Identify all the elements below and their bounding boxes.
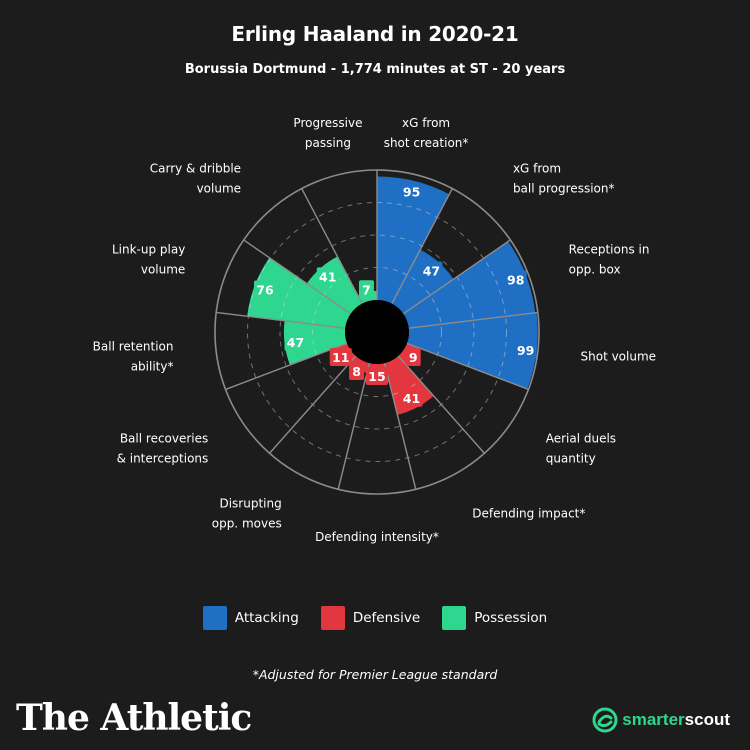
wedge-1 [377, 176, 450, 304]
value-badge-10 [284, 332, 307, 351]
value-label-7: 15 [368, 369, 385, 384]
category-label-13-line-1: Progressive [293, 116, 362, 130]
category-label-10-line-2: ability* [131, 360, 174, 374]
value-badge-12 [316, 267, 339, 286]
value-label-11: 76 [256, 283, 274, 298]
partner-name-smart: smarter [622, 710, 685, 729]
category-label-11-line-1: Link-up play [112, 242, 185, 256]
wedge-4 [406, 312, 538, 389]
value-label-6: 41 [403, 391, 420, 406]
wedge-10 [283, 320, 348, 366]
spoke-8 [337, 362, 371, 490]
chart-title: Erling Haaland in 2020-21 [231, 22, 519, 46]
category-label-3-line-1: Receptions in [569, 242, 650, 256]
legend-label-possession: Possession [474, 610, 548, 626]
value-badge-8 [349, 361, 365, 380]
value-badge-11 [253, 280, 276, 299]
legend-item-attacking: Attacking [202, 606, 299, 630]
value-label-12: 41 [319, 269, 336, 284]
category-label-5-line-1: Aerial duels [546, 431, 616, 445]
legend-item-possession: Possession [442, 606, 547, 630]
category-label-9-line-2: & interceptions [117, 451, 209, 465]
category-label-12-line-2: volume [197, 182, 241, 196]
category-label-2-line-2: ball progression* [513, 182, 615, 196]
smarterscout-icon [592, 707, 618, 733]
legend-swatch-attacking [202, 606, 227, 630]
legend-label-defensive: Defensive [352, 610, 421, 626]
spoke-11 [216, 311, 346, 329]
partner-name-scout: scout [684, 710, 730, 729]
value-label-9: 11 [332, 350, 349, 365]
legend-swatch-defensive [320, 606, 345, 630]
value-label-13: 7 [362, 282, 371, 297]
category-label-4-line-1: Shot volume [581, 350, 657, 364]
value-label-4: 99 [517, 343, 534, 358]
value-badge-6 [400, 388, 423, 407]
value-badge-7 [366, 367, 388, 385]
category-label-12-line-1: Carry & dribble [150, 162, 241, 176]
spoke-12 [243, 239, 352, 315]
value-label-5: 9 [409, 350, 418, 365]
spoke-13 [301, 188, 363, 304]
value-badge-1 [400, 182, 423, 201]
category-label-6-line-1: Defending impact* [472, 507, 585, 521]
spoke-7 [383, 362, 417, 490]
legend-swatch-possession [442, 606, 467, 630]
spoke-2 [391, 188, 453, 304]
legend-label-attacking: Attacking [234, 610, 299, 626]
spoke-4 [408, 311, 538, 329]
spoke-6 [397, 355, 485, 454]
grid-ring-2 [279, 234, 475, 430]
footnote: *Adjusted for Premier League standard [252, 667, 498, 682]
spoke-5 [406, 342, 529, 391]
value-badge-3 [504, 270, 527, 289]
value-label-3: 98 [507, 272, 524, 287]
category-label-5-line-2: quantity [546, 451, 596, 465]
category-label-8-line-2: opp. moves [212, 517, 282, 531]
value-badge-9 [329, 347, 352, 366]
value-badge-4 [514, 341, 537, 360]
value-badge-2 [420, 261, 443, 280]
category-label-10-line-1: Ball retention [93, 340, 174, 354]
spoke-3 [402, 239, 511, 315]
value-label-1: 95 [403, 185, 420, 200]
category-label-11-line-2: volume [141, 262, 185, 276]
category-label-1-line-1: xG from [402, 116, 450, 130]
spoke-10 [225, 342, 348, 391]
category-label-8-line-1: Disrupting [219, 497, 281, 511]
category-label-3-line-2: opp. box [569, 262, 621, 276]
legend-item-defensive: Defensive [320, 606, 421, 630]
value-label-2: 47 [423, 264, 440, 279]
category-label-9-line-1: Ball recoveries [120, 431, 208, 445]
publisher-logo: The Athletic [16, 697, 252, 739]
spoke-9 [269, 355, 357, 454]
value-badge-5 [405, 347, 421, 366]
value-label-10: 47 [287, 335, 304, 350]
wedge-11 [247, 257, 351, 329]
value-badge-13 [358, 280, 374, 299]
category-label-13-line-2: passing [305, 136, 351, 150]
category-label-1-line-2: shot creation* [384, 136, 469, 150]
category-label-2-line-1: xG from [513, 162, 561, 176]
category-label-7-line-1: Defending intensity* [315, 530, 439, 544]
chart-subtitle: Borussia Dortmund - 1,774 minutes at ST … [184, 62, 566, 77]
wedge-3 [403, 241, 536, 329]
center-hole [345, 300, 409, 364]
value-label-8: 8 [352, 364, 361, 379]
partner-logo: smarterscout [592, 707, 730, 733]
legend: Attacking Defensive Possession [0, 606, 750, 630]
